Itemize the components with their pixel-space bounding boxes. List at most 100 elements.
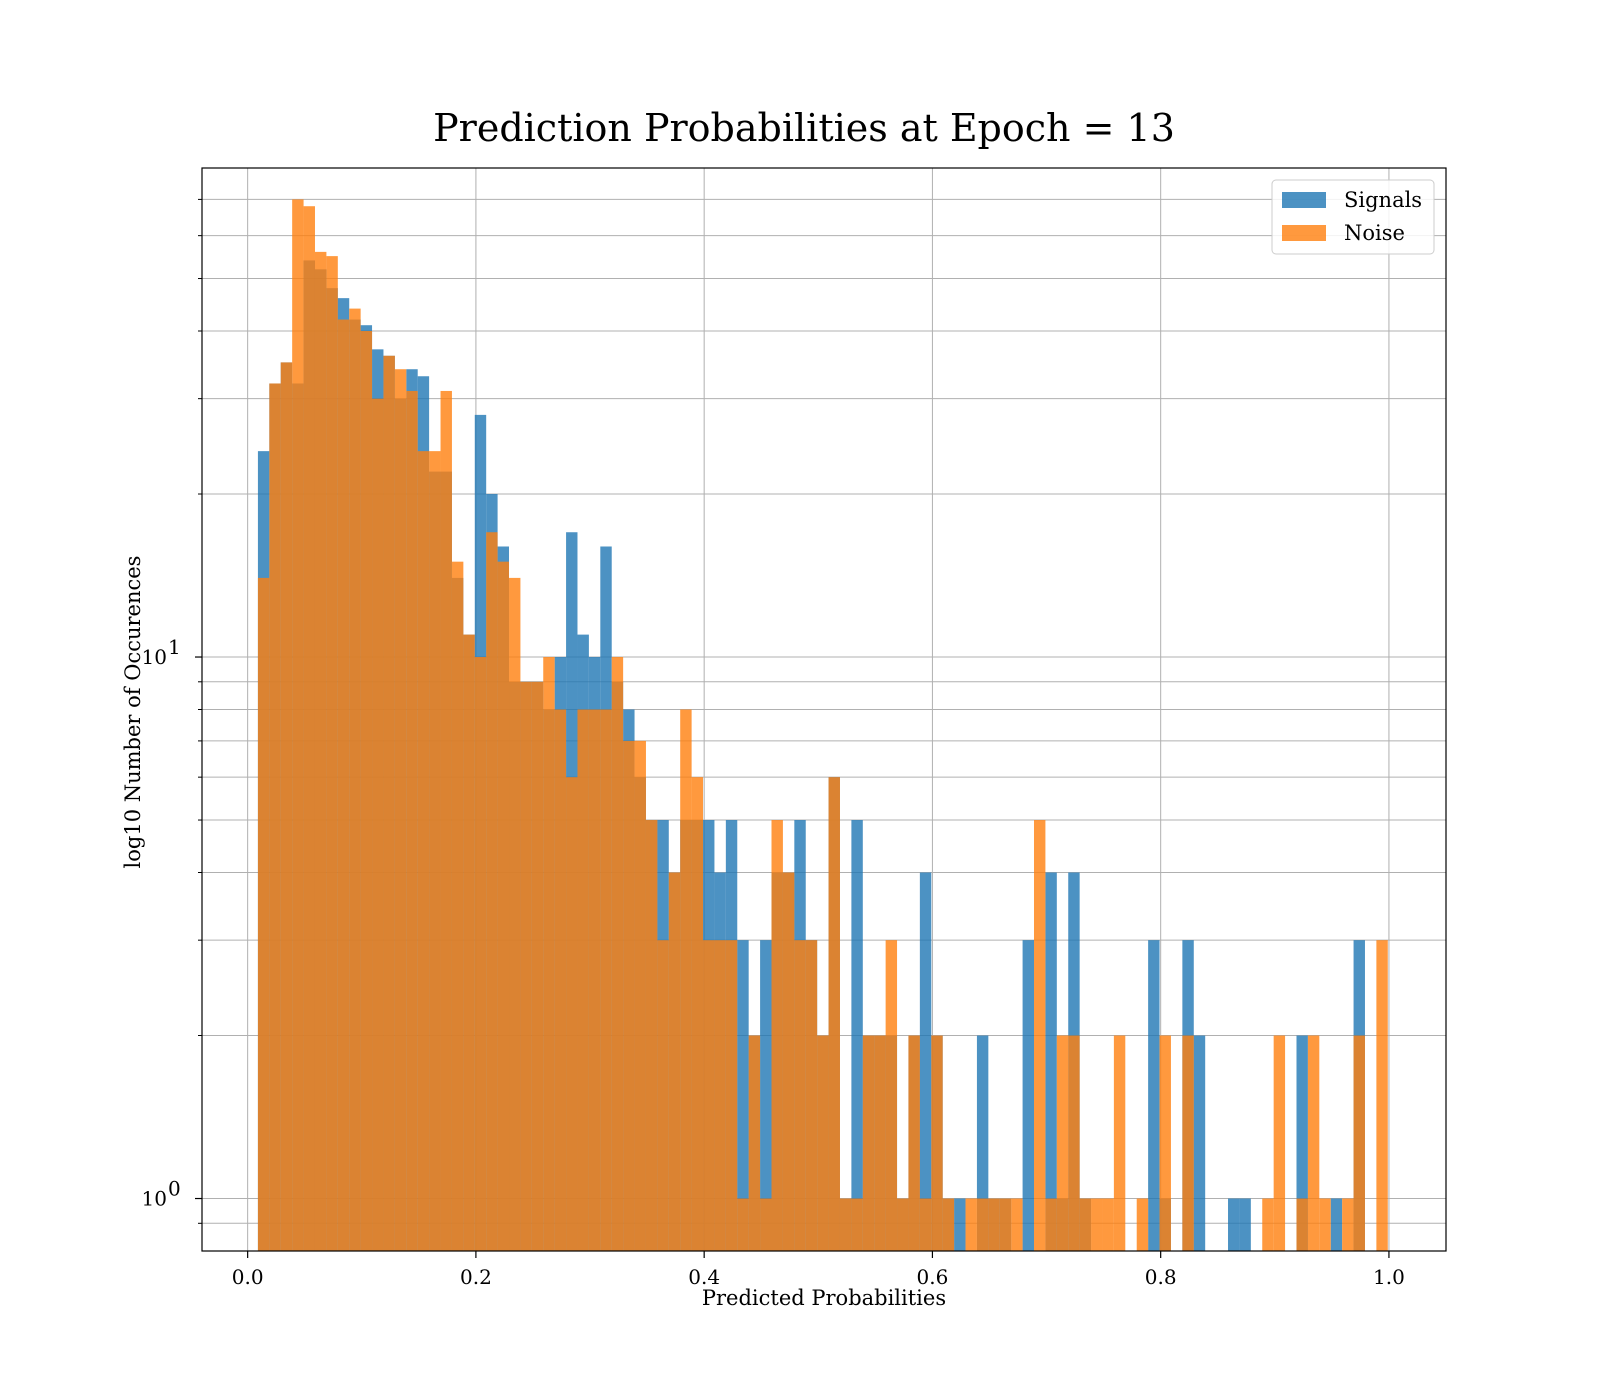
histogram-bar xyxy=(1045,872,1057,1251)
histogram-bar xyxy=(725,940,738,1251)
histogram-bar xyxy=(1228,1198,1240,1251)
histogram-bar xyxy=(303,206,315,1251)
histogram-bar xyxy=(794,940,806,1251)
histogram-bar xyxy=(919,1198,932,1251)
y-axis-label: log10 Number of Occurences xyxy=(121,556,145,869)
histogram-bar xyxy=(897,1198,909,1251)
histogram-bar xyxy=(703,940,715,1251)
histogram-bar xyxy=(1307,1035,1320,1251)
histogram-bar xyxy=(1022,940,1034,1251)
y-tick-label: 10 xyxy=(142,645,167,669)
histogram-bar xyxy=(577,709,589,1251)
histogram-bar xyxy=(817,1035,829,1251)
histogram-bar xyxy=(805,940,818,1251)
histogram-bar xyxy=(292,199,304,1251)
histogram-bar xyxy=(1113,1035,1126,1251)
histogram-bar xyxy=(1182,1035,1194,1251)
x-tick-label: 0.4 xyxy=(688,1265,720,1289)
legend-label-signals: Signals xyxy=(1344,188,1422,212)
histogram-bar xyxy=(417,451,430,1251)
histogram-bar xyxy=(1273,1035,1286,1251)
histogram-bar xyxy=(314,251,327,1251)
histogram-bar xyxy=(611,657,624,1251)
histogram-bar xyxy=(326,256,338,1251)
histogram-bar xyxy=(908,1035,920,1251)
y-tick-exponent: 1 xyxy=(168,635,181,659)
histogram-bar xyxy=(691,777,704,1251)
histogram-bar xyxy=(771,820,783,1251)
histogram-bar xyxy=(954,1198,966,1251)
histogram-bar xyxy=(988,1198,1000,1251)
histogram-bar xyxy=(760,940,772,1251)
histogram-bar xyxy=(1045,1198,1057,1251)
histogram-bar xyxy=(463,634,475,1251)
histogram-bar xyxy=(931,1035,943,1251)
histogram-bar xyxy=(1079,1198,1092,1251)
histogram-bar xyxy=(919,872,932,1251)
x-tick-label: 1.0 xyxy=(1373,1265,1405,1289)
histogram-bar xyxy=(851,1198,863,1251)
histogram-bar xyxy=(406,390,418,1251)
histogram-bar xyxy=(1296,1035,1308,1251)
histogram-bar xyxy=(839,1198,852,1251)
histogram-bar xyxy=(383,355,395,1251)
histogram-bar xyxy=(828,777,840,1251)
histogram-bar xyxy=(566,777,578,1251)
histogram-bar xyxy=(349,308,361,1251)
legend-label-noise: Noise xyxy=(1344,221,1405,245)
legend: Signals Noise xyxy=(1271,179,1435,255)
histogram-bar xyxy=(257,577,270,1251)
histogram-bar xyxy=(280,362,293,1251)
histogram-bar xyxy=(645,820,658,1251)
histogram-bar xyxy=(1330,1198,1343,1251)
histogram-bar xyxy=(1353,1035,1365,1251)
histogram-bar xyxy=(360,331,373,1251)
histogram-bar xyxy=(588,709,601,1251)
histogram-bar xyxy=(337,319,350,1251)
histogram-bar xyxy=(520,681,532,1251)
series-noise-bars xyxy=(257,199,1388,1251)
histogram-bar xyxy=(748,1035,761,1251)
histogram-bar xyxy=(531,681,544,1251)
histogram-bar xyxy=(976,1198,989,1251)
histogram-bar xyxy=(440,390,452,1251)
histogram-bar xyxy=(600,709,612,1251)
histogram-bar xyxy=(1148,940,1160,1251)
histogram-bar xyxy=(509,577,521,1251)
histogram-bar xyxy=(269,383,281,1251)
histogram-bar xyxy=(668,872,681,1251)
histogram-bar xyxy=(429,451,441,1251)
histogram-bar xyxy=(634,740,646,1251)
histogram-bar xyxy=(1296,1198,1308,1251)
histogram-bar xyxy=(680,709,692,1251)
histogram-bar xyxy=(1262,1198,1274,1251)
histogram-bar xyxy=(486,532,498,1251)
histogram-bar xyxy=(782,872,795,1251)
histogram-bar xyxy=(1033,820,1046,1251)
legend-swatch-signals xyxy=(1282,192,1326,208)
histogram-bar xyxy=(1102,1198,1114,1251)
x-axis-label: Predicted Probabilities xyxy=(702,1286,946,1310)
histogram-bar xyxy=(1056,1035,1069,1251)
x-tick-label: 0.0 xyxy=(232,1265,264,1289)
histogram-bar xyxy=(976,1035,989,1251)
histogram-bar xyxy=(474,657,487,1251)
y-tick-label: 10 xyxy=(142,1187,167,1211)
histogram-bar xyxy=(942,1198,955,1251)
histogram-bar xyxy=(1136,1198,1149,1251)
histogram-bar xyxy=(999,1198,1012,1251)
histogram-bar xyxy=(497,561,510,1251)
histogram-bar xyxy=(885,940,898,1251)
x-tick-label: 0.6 xyxy=(917,1265,949,1289)
histogram-bar xyxy=(623,740,635,1251)
histogram-bar xyxy=(1239,1198,1251,1251)
histogram-bar xyxy=(657,940,669,1251)
histogram-bar xyxy=(554,709,567,1251)
y-tick-exponent: 0 xyxy=(168,1177,181,1201)
x-tick-label: 0.8 xyxy=(1145,1265,1177,1289)
histogram-bar xyxy=(372,398,384,1251)
histogram-bar xyxy=(874,1035,886,1251)
histogram-bar xyxy=(737,940,749,1251)
